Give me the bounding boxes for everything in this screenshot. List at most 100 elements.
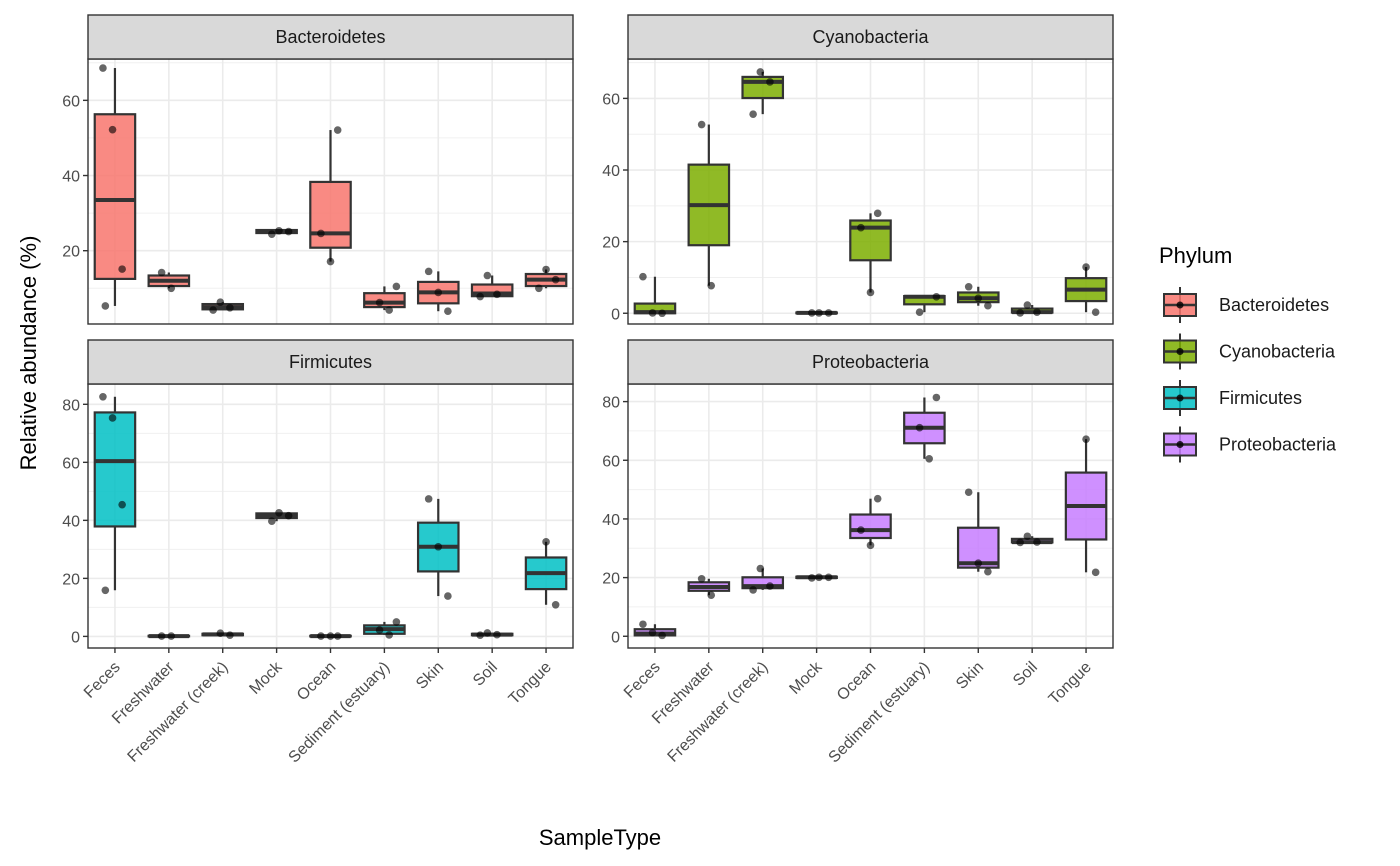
data-point xyxy=(326,257,335,266)
y-tick-label: 40 xyxy=(62,169,80,186)
facet-strip xyxy=(627,339,1114,385)
data-point xyxy=(866,541,875,550)
box-ocean xyxy=(309,126,352,266)
data-point xyxy=(648,309,657,317)
data-point xyxy=(444,592,452,600)
box-skin xyxy=(956,282,1000,310)
y-tick-label: 20 xyxy=(602,235,620,252)
x-tick-label: Ocean xyxy=(834,659,879,704)
y-tick-label: 40 xyxy=(62,513,80,530)
x-tick-label: Sediment (estuary) xyxy=(286,659,394,767)
x-tick-label: Skin xyxy=(413,659,447,693)
data-point xyxy=(424,495,433,503)
data-point xyxy=(964,282,973,291)
data-point xyxy=(542,538,550,546)
data-point xyxy=(873,209,882,218)
data-point xyxy=(1033,308,1041,316)
y-tick-label: 40 xyxy=(602,163,620,180)
data-point xyxy=(275,226,283,235)
data-point xyxy=(317,632,325,640)
data-point xyxy=(216,298,225,306)
data-point xyxy=(493,290,501,299)
data-point xyxy=(385,306,393,314)
y-tick-label: 20 xyxy=(62,571,80,588)
data-point xyxy=(964,488,973,497)
data-point xyxy=(648,628,657,637)
data-point xyxy=(385,631,393,639)
data-point xyxy=(697,120,706,129)
facet-strip xyxy=(87,339,574,385)
data-point xyxy=(808,574,816,582)
data-point xyxy=(915,308,924,316)
data-point xyxy=(476,631,484,640)
y-tick-label: 60 xyxy=(62,93,80,110)
data-point xyxy=(209,306,217,314)
legend-entry-proteobacteria: Proteobacteria xyxy=(1163,426,1337,463)
facet-panel-proteobacteria: Proteobacteria020406080FecesFreshwaterFr… xyxy=(602,339,1114,766)
data-point xyxy=(483,271,492,280)
data-point xyxy=(275,509,283,517)
data-point xyxy=(108,414,117,422)
data-point xyxy=(493,630,501,639)
data-point xyxy=(108,125,117,134)
y-tick-label: 40 xyxy=(602,512,620,529)
data-point xyxy=(932,393,941,402)
data-point xyxy=(101,586,110,595)
data-point xyxy=(756,564,765,573)
data-point xyxy=(333,632,342,640)
x-tick-label: Mock xyxy=(786,658,826,698)
legend-entry-firmicutes: Firmicutes xyxy=(1163,380,1302,416)
data-point xyxy=(915,423,924,432)
data-point xyxy=(226,631,234,640)
box-soil xyxy=(470,271,514,301)
box-tongue xyxy=(1064,435,1108,577)
data-point xyxy=(1082,263,1090,271)
legend-title: Phylum xyxy=(1159,243,1232,268)
data-point xyxy=(444,307,452,316)
box-freshwater-creek- xyxy=(201,298,245,314)
box-body xyxy=(93,411,137,528)
box-freshwater xyxy=(147,268,191,293)
data-point xyxy=(824,309,833,317)
facet-panel-firmicutes: Firmicutes020406080FecesFreshwaterFreshw… xyxy=(62,339,574,767)
facet-strip-label: Bacteroidetes xyxy=(275,27,385,47)
data-point xyxy=(984,567,992,576)
facet-panel-cyanobacteria: Cyanobacteria 0 20 40 60 xyxy=(602,14,1114,325)
x-tick-label: Ocean xyxy=(294,659,339,704)
box-freshwater xyxy=(147,632,191,640)
data-point xyxy=(476,292,484,301)
box-soil xyxy=(1010,532,1054,547)
data-point xyxy=(1082,435,1090,443)
data-point xyxy=(118,500,126,509)
box-mock xyxy=(255,226,298,238)
legend-label: Proteobacteria xyxy=(1219,435,1337,455)
box-skin xyxy=(956,488,1000,576)
data-point xyxy=(1016,538,1024,547)
data-point xyxy=(639,272,647,281)
box-ocean xyxy=(849,494,892,550)
data-point xyxy=(1091,308,1100,316)
box-feces xyxy=(93,392,137,595)
box-tongue xyxy=(1064,263,1108,316)
data-point xyxy=(317,229,325,238)
data-point xyxy=(284,227,293,236)
facet-strip xyxy=(627,14,1114,60)
data-point xyxy=(99,64,107,72)
box-sediment-estuary- xyxy=(363,282,406,314)
box-tongue xyxy=(524,265,568,293)
facet-strip-label: Cyanobacteria xyxy=(812,27,929,47)
data-point xyxy=(483,629,492,637)
x-tick-label: Soil xyxy=(1010,659,1041,690)
data-point xyxy=(118,265,126,273)
x-tick-label: Feces xyxy=(81,659,124,702)
box-ocean xyxy=(849,209,892,297)
x-tick-label: Skin xyxy=(953,659,987,693)
data-point xyxy=(974,294,983,303)
legend-key-point xyxy=(1176,301,1184,309)
legend-label: Bacteroidetes xyxy=(1219,295,1329,315)
data-point xyxy=(766,582,774,590)
data-point xyxy=(375,626,384,634)
y-tick-label: 20 xyxy=(62,244,80,261)
data-point xyxy=(1091,568,1100,577)
